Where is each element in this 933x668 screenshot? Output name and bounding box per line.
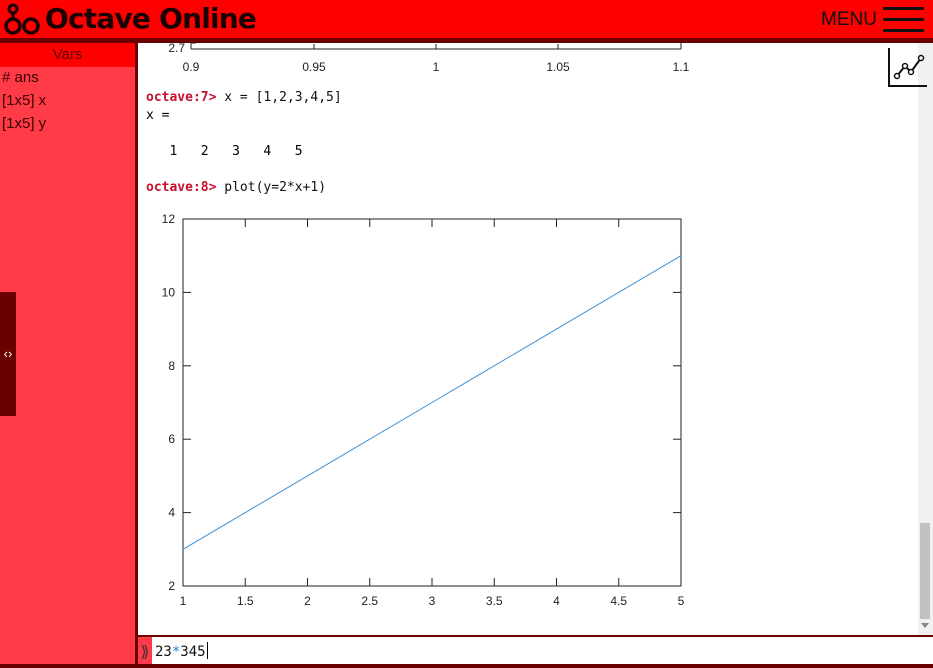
series-line <box>182 255 682 550</box>
y-tick-label: 2 <box>168 579 175 593</box>
console-entry-7: octave:7> x = [1,2,3,4,5] <box>146 89 342 107</box>
y-tick-label: 10 <box>162 285 176 299</box>
command-input[interactable]: 23*345 <box>155 642 208 662</box>
hamburger-icon[interactable] <box>883 7 924 32</box>
y-tick-label: 12 <box>162 212 176 226</box>
console-scrollbar[interactable] <box>918 43 933 635</box>
vars-panel: Vars # ans [1x5] x [1x5] y <box>0 43 135 668</box>
header-border <box>0 38 933 43</box>
octave-logo-icon[interactable] <box>4 2 40 36</box>
x-tick-label: 2 <box>304 594 311 608</box>
console-output: 2.7 0.9 0.95 1 1.05 1.1 octave:7> x = [1,2,3… <box>138 43 918 635</box>
input-gutter <box>138 637 152 668</box>
prev-x-tick-label: 1.1 <box>673 60 690 74</box>
prev-x-tick-label: 0.95 <box>302 60 326 74</box>
prev-x-tick-label: 1 <box>433 60 440 74</box>
console-entry-8: octave:8> plot(y=2*x+1) <box>146 179 326 197</box>
prev-y-tick: 2.7 <box>168 43 185 55</box>
x-tick-label: 1.5 <box>237 594 254 608</box>
command-text: plot(y=2*x+1) <box>224 180 327 195</box>
y-tick-label: 6 <box>168 432 175 446</box>
bottom-border <box>0 664 933 668</box>
x-tick-label: 5 <box>678 594 685 608</box>
var-item-y[interactable]: [1x5] y <box>2 115 47 132</box>
y-tick-label: 8 <box>168 359 175 373</box>
x-tick-label: 2.5 <box>361 594 378 608</box>
scroll-down-icon[interactable] <box>921 623 929 628</box>
app-header: Octave Online MENU <box>0 0 933 38</box>
prev-x-tick-label: 1.05 <box>546 60 570 74</box>
var-item-x[interactable]: [1x5] x <box>2 92 47 109</box>
collapse-left-icon[interactable]: ‹› <box>0 292 16 416</box>
input-operator: * <box>171 644 181 660</box>
scroll-thumb[interactable] <box>920 523 930 619</box>
vars-divider[interactable] <box>135 43 138 668</box>
x-tick-label: 4 <box>553 594 560 608</box>
output-line: x = <box>146 108 170 123</box>
plot-chart: 1 1.5 2 2.5 3 3.5 4 4.5 5 2 4 6 8 10 12 <box>162 212 685 608</box>
previous-plot: 2.7 0.9 0.95 1 1.05 1.1 <box>168 43 690 74</box>
prev-x-tick-label: 0.9 <box>183 60 200 74</box>
input-part: 345 <box>180 644 206 660</box>
input-part: 23 <box>155 644 172 660</box>
output-line: 1 2 3 4 5 <box>146 144 303 159</box>
command-bar: ⟫ 23*345 <box>138 635 933 668</box>
vars-title: Vars <box>0 43 135 67</box>
var-item-ans[interactable]: # ans <box>2 69 39 86</box>
x-tick-label: 1 <box>180 594 187 608</box>
x-tick-label: 3.5 <box>486 594 503 608</box>
text-caret <box>206 642 208 659</box>
x-tick-label: 4.5 <box>610 594 627 608</box>
menu-label[interactable]: MENU <box>821 9 877 30</box>
prompt-label: octave:7> <box>146 90 217 105</box>
chevron-right-icon: ⟫ <box>140 644 150 661</box>
x-tick-label: 3 <box>429 594 436 608</box>
app-title[interactable]: Octave Online <box>45 2 257 35</box>
prompt-label: octave:8> <box>146 180 217 195</box>
plot-icon[interactable] <box>887 46 929 88</box>
y-tick-label: 4 <box>168 506 175 520</box>
plot-ticks: 1 1.5 2 2.5 3 3.5 4 4.5 5 2 4 6 8 10 12 <box>162 212 685 608</box>
command-text: x = [1,2,3,4,5] <box>224 90 342 105</box>
